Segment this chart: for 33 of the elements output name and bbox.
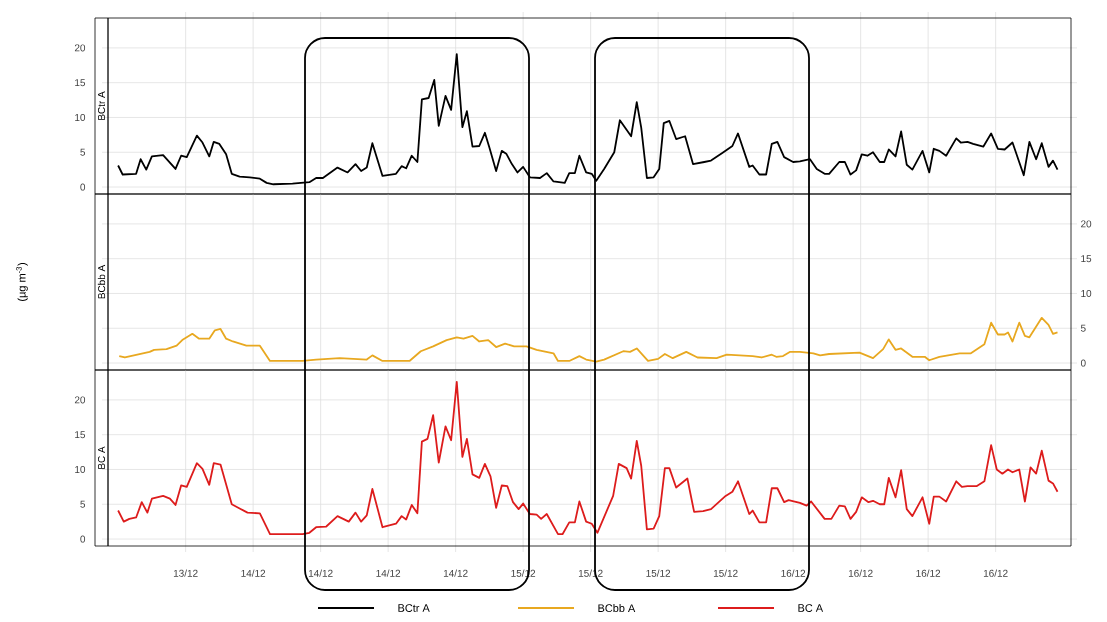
y-tick-label: 15 (75, 79, 86, 87)
text: BCbb A (97, 264, 106, 299)
x-tick-label: 14/12 (241, 569, 266, 577)
text: BCtr A (398, 604, 430, 612)
text: BC A (97, 446, 106, 469)
y-tick-label: 20 (1081, 220, 1092, 228)
x-tick-label: 13/12 (173, 569, 198, 577)
x-tick-label: 16/12 (848, 569, 873, 577)
y-tick-label: 0 (1080, 359, 1086, 367)
x-tick-label: 15/12 (713, 569, 738, 577)
y-tick-label: 20 (74, 44, 86, 52)
y-tick-label: 5 (80, 500, 86, 508)
y-tick-label: 15 (1081, 255, 1092, 263)
y-axis-title: (µg m$^{-3}$) (16, 263, 28, 301)
x-tick-label: 14/12 (308, 569, 333, 577)
x-tick-label: 16/12 (781, 569, 806, 577)
y-tick-label: 10 (75, 113, 86, 121)
x-tick-label: 16/12 (916, 569, 941, 577)
text: BC A (798, 604, 824, 612)
y-tick-label: 15 (75, 431, 86, 439)
text: BCbb A (598, 603, 636, 613)
x-tick-label: 14/12 (443, 569, 468, 577)
y-tick-label: 10 (1081, 289, 1092, 297)
y-tick-label: 10 (75, 465, 86, 474)
y-tick-label: 20 (74, 396, 86, 404)
y-tick-label: 0 (80, 535, 86, 543)
x-tick-label: 14/12 (376, 569, 401, 577)
x-tick-label: 16/12 (983, 569, 1008, 577)
text: BCtr A (97, 91, 106, 120)
x-tick-label: 15/12 (646, 569, 671, 577)
y-tick-label: 5 (80, 148, 86, 156)
y-tick-label: 5 (1080, 324, 1086, 332)
y-tick-label: 0 (80, 183, 86, 191)
